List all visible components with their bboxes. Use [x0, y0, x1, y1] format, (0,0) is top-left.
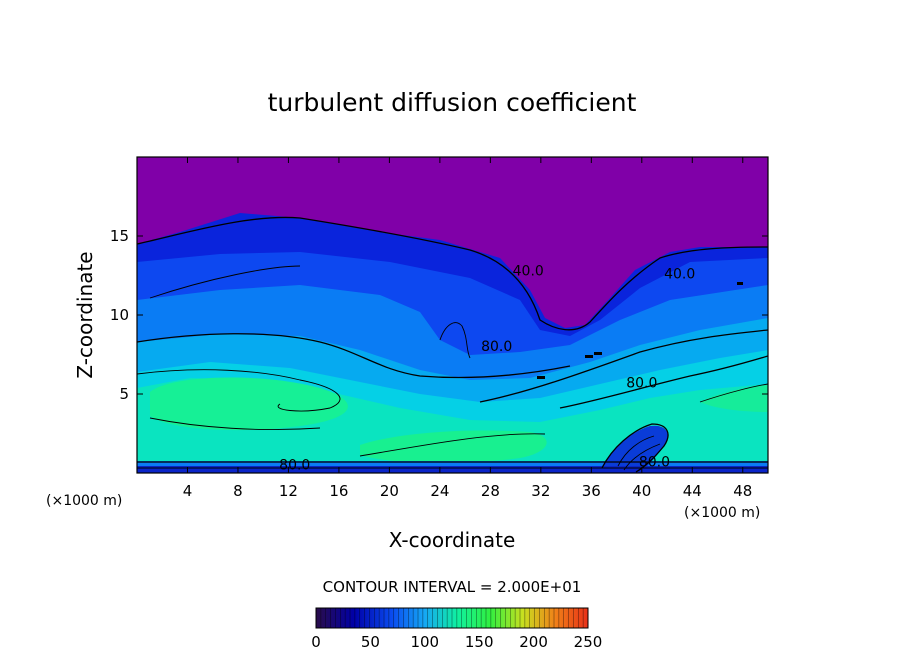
x-tick-label: 40	[632, 482, 651, 500]
x-tick-label: 16	[329, 482, 348, 500]
x-tick-label: 24	[430, 482, 449, 500]
contour-label: 80.0	[639, 455, 670, 471]
contour-80-line	[137, 333, 571, 379]
contour-label: 80.0	[279, 458, 310, 474]
x-tick-label: 8	[233, 482, 243, 500]
x-tick-label: 20	[380, 482, 399, 500]
contour-label: 40.0	[513, 263, 544, 279]
colorbar-tick-label: 50	[361, 633, 380, 651]
contour-lines	[137, 216, 768, 473]
contour-80-line-east	[479, 329, 768, 403]
contour-thin-4	[359, 433, 546, 457]
contour-label: 80.0	[626, 376, 657, 392]
x-axis-label: X-coordinate	[389, 528, 516, 552]
contour-label: 80.0	[481, 339, 512, 355]
hill-dot-1	[585, 355, 593, 358]
y-axis: 5 10 15	[110, 227, 768, 403]
contour-hill	[601, 423, 669, 473]
region-surface-dark	[137, 466, 768, 473]
hill-dot-3	[537, 376, 545, 379]
region-green-east	[700, 385, 768, 412]
y-axis-label: Z-coordinate	[73, 251, 97, 378]
x-tick-label: 12	[279, 482, 298, 500]
contour-80-line-east-2	[559, 355, 768, 409]
contour-thin-2	[137, 369, 341, 412]
x-tick-label: 4	[183, 482, 193, 500]
contour-label: 40.0	[664, 267, 695, 283]
colorbar-tick-label: 100	[410, 633, 439, 651]
x-axis: 4 8 12 16 20 24 28 32 36 40 44 48	[183, 157, 752, 500]
contour-thin-5	[699, 383, 768, 403]
contour-thin-1	[149, 265, 301, 299]
x-unit-left: (×1000 m)	[46, 493, 122, 509]
y-tick-label: 15	[110, 227, 129, 245]
colorbar-tick-label: 250	[574, 633, 603, 651]
x-tick-label: 48	[733, 482, 752, 500]
chart-title: turbulent diffusion coefficient	[268, 88, 637, 117]
region-green-center	[360, 430, 547, 464]
colorbar-tick-label: 0	[311, 633, 321, 651]
y-tick-label: 10	[110, 306, 129, 324]
x-tick-label: 28	[481, 482, 500, 500]
contour-hook	[439, 322, 471, 359]
region-green-west	[150, 377, 348, 431]
y-tick-label: 5	[119, 385, 129, 403]
hill-dot-2	[594, 352, 602, 355]
contour-interval-label: CONTOUR INTERVAL = 2.000E+01	[323, 578, 582, 596]
contour-thin-3	[149, 417, 321, 430]
colorbar-tick-label: 200	[519, 633, 548, 651]
x-unit-right: (×1000 m)	[684, 505, 760, 521]
x-tick-label: 32	[531, 482, 550, 500]
contour-labels: 40.0 40.0 80.0 80.0 80.0 80.0	[279, 263, 695, 474]
x-tick-label: 36	[582, 482, 601, 500]
plot-area: 40.0 40.0 80.0 80.0 80.0 80.0	[137, 157, 768, 474]
colorbar-tick-label: 150	[465, 633, 494, 651]
colorbar-ticks: 0 50 100 150 200 250	[311, 633, 602, 651]
hill-dot-4	[737, 282, 743, 285]
contour-40-line	[137, 216, 768, 331]
contour-hill-inner	[617, 435, 661, 471]
x-tick-label: 44	[683, 482, 702, 500]
colorbar-stripes	[320, 608, 584, 628]
